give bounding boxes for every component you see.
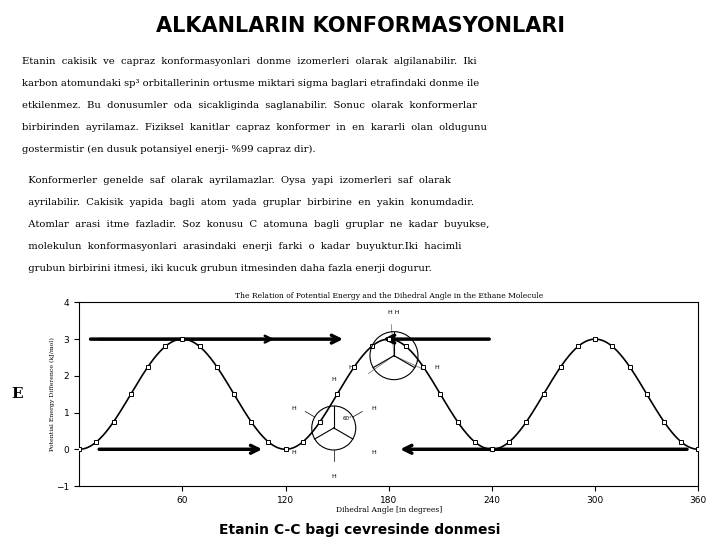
Text: H: H (292, 450, 297, 455)
Text: H: H (331, 474, 336, 479)
Text: H: H (331, 377, 336, 382)
X-axis label: Dihedral Angle [in degrees]: Dihedral Angle [in degrees] (336, 506, 442, 514)
Text: H: H (292, 406, 297, 411)
Text: etkilenmez.  Bu  donusumler  oda  sicakliginda  saglanabilir.  Sonuc  olarak  ko: etkilenmez. Bu donusumler oda sicakligin… (22, 101, 477, 110)
Text: karbon atomundaki sp³ orbitallerinin ortusme miktari sigma baglari etrafindaki d: karbon atomundaki sp³ orbitallerinin ort… (22, 79, 479, 88)
Text: E: E (12, 387, 23, 401)
Text: Etanin  cakisik  ve  capraz  konformasyonlari  donme  izomerleri  olarak  algila: Etanin cakisik ve capraz konformasyonlar… (22, 57, 476, 66)
Y-axis label: Potential Energy Difference (kJ/mol): Potential Energy Difference (kJ/mol) (50, 338, 55, 451)
Text: ALKANLARIN KONFORMASYONLARI: ALKANLARIN KONFORMASYONLARI (156, 16, 564, 37)
Text: Etanin C-C bagi cevresinde donmesi: Etanin C-C bagi cevresinde donmesi (220, 523, 500, 537)
Text: birbirinden  ayrilamaz.  Fiziksel  kanitlar  capraz  konformer  in  en  kararli : birbirinden ayrilamaz. Fiziksel kanitlar… (22, 123, 487, 132)
Text: H: H (372, 406, 376, 411)
Text: Konformerler  genelde  saf  olarak  ayrilamazlar.  Oysa  yapi  izomerleri  saf  : Konformerler genelde saf olarak ayrilama… (22, 176, 451, 185)
Text: Atomlar  arasi  itme  fazladir.  Soz  konusu  C  atomuna  bagli  gruplar  ne  ka: Atomlar arasi itme fazladir. Soz konusu … (22, 220, 489, 229)
Text: H H: H H (388, 310, 400, 315)
Text: grubun birbirini itmesi, iki kucuk grubun itmesinden daha fazla enerji dogurur.: grubun birbirini itmesi, iki kucuk grubu… (22, 264, 431, 273)
Text: 60°: 60° (343, 416, 352, 421)
Text: H: H (348, 365, 353, 370)
Title: The Relation of Potential Energy and the Dihedral Angle in the Ethane Molecule: The Relation of Potential Energy and the… (235, 292, 543, 300)
Text: H: H (372, 450, 376, 455)
Text: gostermistir (en dusuk potansiyel enerji- %99 capraz dir).: gostermistir (en dusuk potansiyel enerji… (22, 145, 315, 154)
Text: molekulun  konformasyonlari  arasindaki  enerji  farki  o  kadar  buyuktur.Iki  : molekulun konformasyonlari arasindaki en… (22, 241, 461, 251)
Text: H: H (435, 365, 439, 370)
Text: ayrilabilir.  Cakisik  yapida  bagli  atom  yada  gruplar  birbirine  en  yakin : ayrilabilir. Cakisik yapida bagli atom y… (22, 198, 474, 207)
